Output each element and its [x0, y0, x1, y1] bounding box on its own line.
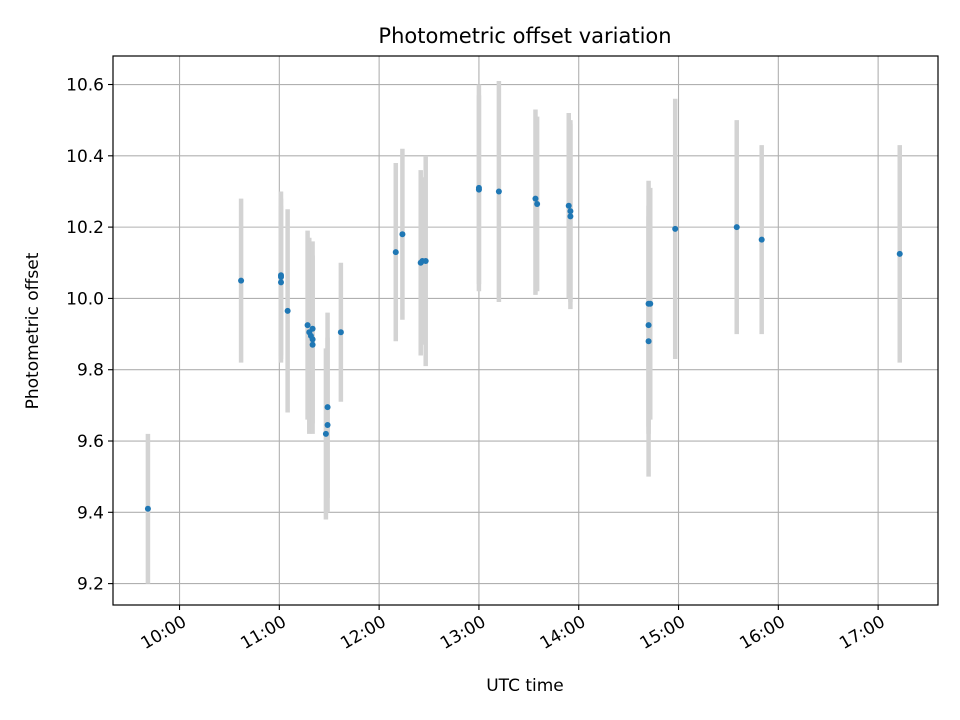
plot-area [113, 56, 938, 605]
data-point [144, 505, 151, 512]
data-point [277, 279, 284, 286]
data-point [324, 421, 331, 428]
data-point [399, 231, 406, 238]
data-point [647, 300, 654, 307]
data-point [277, 274, 284, 281]
y-tick-label: 9.2 [77, 575, 104, 595]
data-point [672, 225, 679, 232]
data-points [144, 184, 903, 512]
data-point [309, 325, 316, 332]
y-axis-label: Photometric offset [23, 252, 43, 409]
y-tick-label: 10.0 [66, 289, 104, 309]
data-point [392, 249, 399, 256]
y-tick-label: 9.6 [77, 432, 104, 452]
data-point [532, 195, 539, 202]
plot-frame [112, 55, 939, 606]
data-point [324, 404, 331, 411]
data-point [337, 329, 344, 336]
y-tick-label: 9.4 [77, 503, 104, 523]
data-point [238, 277, 245, 284]
data-point [567, 213, 574, 220]
data-point [565, 202, 572, 209]
data-point [309, 336, 316, 343]
y-axis-ticks: 9.2 9.4 9.6 9.8 10.0 10.2 10.4 10.6 [66, 76, 113, 595]
data-point [284, 307, 291, 314]
data-point [304, 322, 311, 329]
data-point [758, 236, 765, 243]
y-tick-label: 9.8 [77, 361, 104, 381]
y-tick-label: 10.2 [66, 218, 104, 238]
y-tick-label: 10.4 [66, 147, 104, 167]
data-point [896, 250, 903, 257]
data-point [322, 430, 329, 437]
grid [113, 56, 938, 605]
x-axis-label: UTC time [486, 676, 564, 696]
data-point [475, 186, 482, 193]
data-point [567, 208, 574, 215]
data-point [645, 338, 652, 345]
chart-title: Photometric offset variation [378, 24, 671, 48]
data-point [534, 200, 541, 207]
y-tick-label: 10.6 [66, 76, 104, 96]
data-point [495, 188, 502, 195]
data-point [733, 224, 740, 231]
data-point [309, 341, 316, 348]
data-point [422, 257, 429, 264]
data-point [645, 322, 652, 329]
